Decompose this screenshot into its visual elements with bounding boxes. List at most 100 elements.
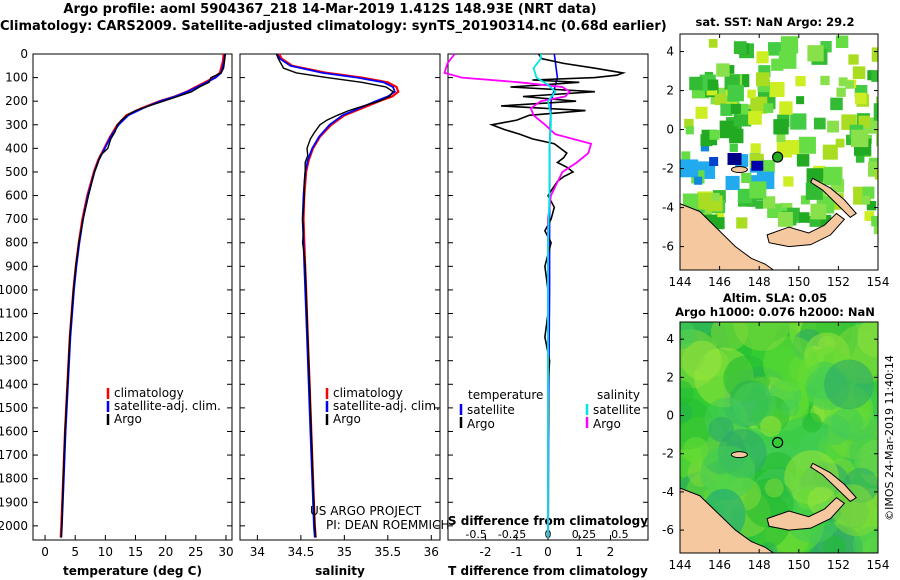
sst-pixel	[700, 134, 713, 147]
map-x-tick-label: 152	[827, 275, 850, 289]
series-line-climatology	[59, 53, 225, 538]
x-axis-label: salinity	[315, 564, 365, 578]
map-y-tick-label: 0	[666, 123, 674, 137]
land-manus	[730, 451, 748, 459]
sst-pixel	[748, 111, 762, 125]
sst-pixel	[709, 157, 719, 167]
sst-pixel	[749, 181, 767, 199]
sla-blob	[700, 445, 756, 501]
sst-pixel	[858, 115, 870, 128]
sst-pixel	[854, 92, 867, 105]
sst-pixel	[729, 143, 738, 152]
sla-blob	[763, 336, 819, 392]
sst-pixel	[809, 215, 821, 227]
sst-pixel	[747, 89, 756, 99]
depth-tick-label: 200	[5, 94, 28, 108]
map-x-tick-label: 148	[748, 275, 771, 289]
sst-pixel	[876, 133, 878, 147]
sst-pixel	[756, 51, 769, 64]
x-tick-label: 34	[250, 545, 265, 559]
sst-pixel	[733, 41, 747, 54]
depth-tick-label: 400	[5, 141, 28, 155]
imos-stamp: ©IMOS 24-Mar-2019 11:40:14	[883, 355, 896, 521]
diff-legend-salinity: salinity	[597, 388, 640, 402]
sst-pixel	[855, 154, 865, 163]
map-x-tick-label: 152	[827, 558, 850, 572]
map-y-tick-label: -2	[662, 162, 674, 176]
legend-label: Argo	[114, 412, 142, 426]
sst-pixel	[852, 66, 866, 79]
sla-blob	[849, 433, 878, 476]
map-y-tick-label: 4	[666, 332, 674, 346]
sst-pixel	[798, 136, 816, 154]
x-tick-label: 0	[41, 545, 49, 559]
x-tick-label-S: 0.25	[572, 528, 597, 541]
sst-pixel	[708, 39, 718, 48]
series-line-satellite-adj-clim-	[275, 53, 396, 538]
sst-pixel	[694, 176, 703, 185]
sst-pixel	[820, 214, 832, 227]
sst-pixel	[741, 172, 752, 183]
x-tick-label-T: 1	[575, 545, 583, 559]
depth-tick-label: 1000	[0, 283, 28, 297]
sst-pixel	[810, 203, 827, 220]
sst-pixel	[835, 35, 849, 49]
sst-pixel	[771, 58, 784, 71]
sst-pixel	[755, 200, 764, 209]
sst-pixel	[685, 126, 694, 135]
depth-tick-label: 100	[5, 71, 28, 85]
sst-pixel	[838, 77, 848, 87]
sst-pixel	[827, 120, 839, 133]
x-tick-label: 34.5	[288, 545, 315, 559]
sla-map-title-2: Argo h1000: 0.076 h2000: NaN	[675, 305, 875, 319]
map-y-tick-label: 2	[666, 370, 674, 384]
project-note-line-2: PI: DEAN ROEMMICH	[326, 518, 449, 532]
sst-pixel	[845, 80, 854, 89]
sst-pixel	[682, 193, 699, 210]
map-y-tick-label: 0	[666, 409, 674, 423]
sst-pixel	[711, 192, 720, 201]
sst-pixel	[861, 195, 870, 205]
map-y-tick-label: -6	[662, 523, 674, 537]
sst-pixel	[700, 143, 710, 152]
sst-pixel	[763, 103, 774, 113]
x-tick-label: 25	[188, 545, 203, 559]
sla-map-group: -6 -4 -2 0 2 4 144 146 148 150 152 154	[662, 321, 889, 572]
sla-blob	[823, 535, 846, 553]
sst-pixel	[796, 154, 810, 167]
sst-pixel	[830, 97, 843, 111]
sst-pixel	[750, 96, 768, 114]
map-y-tick-label: -4	[662, 485, 674, 499]
sla-blob	[824, 359, 874, 410]
sst-pixel	[871, 215, 878, 227]
sst-pixel	[737, 188, 753, 204]
depth-tick-label: 500	[5, 165, 28, 179]
x-tick-label-S: -0.25	[498, 528, 526, 541]
map-x-tick-label: 148	[748, 558, 771, 572]
title-line-1: Argo profile: aoml 5904367_218 14-Mar-20…	[63, 2, 597, 17]
depth-tick-label: 1900	[0, 495, 28, 509]
sst-pixel	[761, 160, 775, 174]
sst-pixel	[876, 96, 878, 107]
sst-pixel	[877, 214, 878, 229]
depth-tick-label: 700	[5, 212, 28, 226]
depth-tick-label: 1700	[0, 448, 28, 462]
sst-pixel	[773, 119, 789, 135]
diff-legend-S-satellite: satellite	[593, 403, 641, 417]
sst-pixel	[736, 217, 748, 229]
sst-map-frame	[679, 33, 879, 271]
x-tick-label: 10	[98, 545, 113, 559]
sst-pixel	[800, 195, 810, 205]
sst-pixel	[813, 117, 826, 130]
sst-pixel	[862, 186, 875, 199]
series-line-s-argo	[443, 53, 593, 538]
map-x-tick-label: 150	[787, 558, 810, 572]
series-line-argo	[60, 53, 227, 538]
sst-pixel	[820, 41, 832, 53]
map-x-tick-label: 144	[669, 558, 692, 572]
sst-pixel	[767, 42, 782, 56]
depth-tick-label: 800	[5, 236, 28, 250]
legend-label: Argo	[333, 412, 361, 426]
